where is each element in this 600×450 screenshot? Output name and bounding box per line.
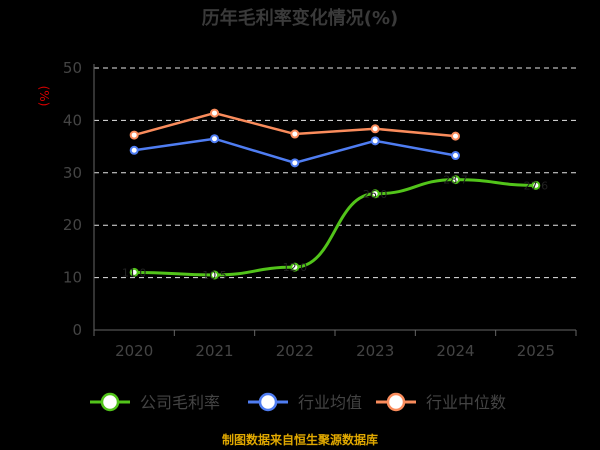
x-tick-label: 2023: [356, 342, 394, 360]
x-tick-labels: 2020 2021 2022 2023 2024 2025: [115, 342, 555, 360]
data-point: [290, 158, 300, 168]
x-tick-label: 2021: [195, 342, 233, 360]
data-point: [210, 108, 219, 118]
data-point: [451, 131, 460, 141]
legend-label: 行业均值: [298, 393, 362, 412]
legend-label: 公司毛利率: [140, 393, 220, 412]
y-tick-labels: 0 10 20 30 40 50: [63, 59, 82, 339]
data-point: [370, 189, 380, 199]
legend-item: 行业中位数: [376, 392, 506, 412]
data-point: [451, 175, 460, 185]
data-point: [210, 134, 219, 144]
legend-swatch-marker: [386, 392, 406, 412]
chart-title: 历年毛利率变化情况(%): [202, 7, 399, 29]
data-point: [370, 136, 380, 146]
legend-swatch-marker: [100, 392, 120, 412]
x-tick-label: 2020: [115, 342, 153, 360]
series-group: 11.0 10.5 12.0 26.0 28.7 27.6: [122, 108, 548, 282]
data-point: [210, 270, 219, 280]
series-line: [134, 178, 536, 277]
data-point: [451, 151, 460, 161]
x-tick-label: 2025: [517, 342, 555, 360]
y-tick-label: 0: [72, 321, 82, 339]
axes: [93, 64, 577, 336]
legend-label: 行业中位数: [426, 393, 506, 412]
y-tick-label: 30: [63, 164, 82, 182]
data-point: [129, 145, 139, 155]
x-tick-label: 2024: [436, 342, 474, 360]
legend: 公司毛利率 行业均值 行业中位数: [90, 392, 506, 412]
data-label: 12.0: [283, 261, 308, 274]
grid-lines: [94, 67, 576, 279]
legend-swatch-marker: [258, 392, 278, 412]
source-note: 制图数据来自恒生聚源数据库: [222, 432, 378, 447]
data-label: 10.5: [202, 269, 227, 282]
data-point: [531, 180, 541, 190]
y-axis-label: (%): [37, 86, 51, 107]
data-label: 11.0: [122, 266, 147, 279]
data-label: 28.7: [443, 174, 468, 187]
x-tick-label: 2022: [276, 342, 314, 360]
series-公司毛利率: 11.0 10.5 12.0 26.0 28.7 27.6: [122, 174, 548, 282]
data-point: [290, 129, 300, 139]
y-tick-label: 40: [63, 111, 82, 129]
legend-item: 行业均值: [248, 392, 362, 412]
legend-item: 公司毛利率: [90, 392, 220, 412]
y-tick-label: 50: [63, 59, 82, 77]
y-tick-label: 20: [63, 216, 82, 234]
data-point: [129, 130, 139, 140]
data-label: 26.0: [363, 188, 388, 201]
data-point: [129, 267, 139, 277]
data-point: [290, 262, 300, 272]
series-行业中位数: [129, 108, 460, 141]
y-tick-label: 10: [63, 269, 82, 287]
series-行业均值: [129, 134, 460, 168]
data-point: [370, 124, 380, 134]
data-label: 27.6: [524, 179, 549, 192]
